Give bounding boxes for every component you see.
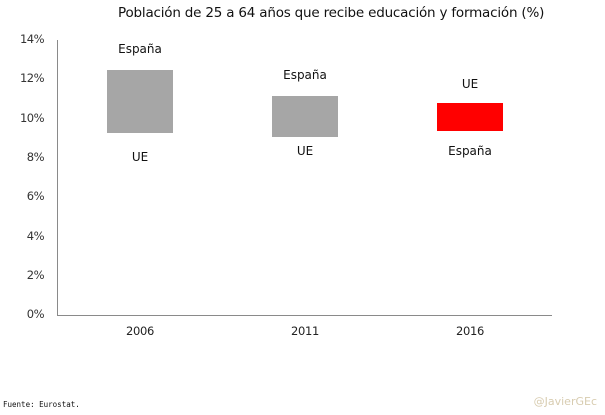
y-tick-6: 6%: [26, 189, 45, 203]
bar-2006-top-label: España: [118, 42, 162, 56]
bar-2016-top-label: UE: [461, 77, 479, 91]
y-tick-2: 2%: [26, 268, 45, 282]
y-tick-12: 12%: [19, 71, 45, 85]
y-tick-4: 4%: [26, 229, 45, 243]
bar-2016: [437, 103, 503, 131]
x-tick-2011: 2011: [290, 324, 320, 338]
y-tick-14: 14%: [19, 32, 45, 46]
bar-2011: [272, 96, 338, 137]
bar-2011-top-label: España: [283, 68, 327, 82]
x-tick-2006: 2006: [125, 324, 155, 338]
bar-2011-bottom-label: UE: [296, 144, 314, 158]
x-axis-line: [57, 315, 552, 316]
y-tick-8: 8%: [26, 150, 45, 164]
author-watermark: @JavierGEc: [533, 395, 597, 408]
source-note: Fuente: Eurostat.: [3, 400, 80, 409]
y-tick-0: 0%: [26, 307, 45, 321]
bar-2006-bottom-label: UE: [131, 150, 149, 164]
x-tick-2016: 2016: [455, 324, 485, 338]
y-axis-line: [57, 40, 58, 315]
chart-title: Población de 25 a 64 años que recibe edu…: [118, 5, 545, 21]
bar-2016-bottom-label: España: [448, 144, 492, 158]
y-tick-10: 10%: [19, 111, 45, 125]
bar-2006: [107, 70, 173, 133]
